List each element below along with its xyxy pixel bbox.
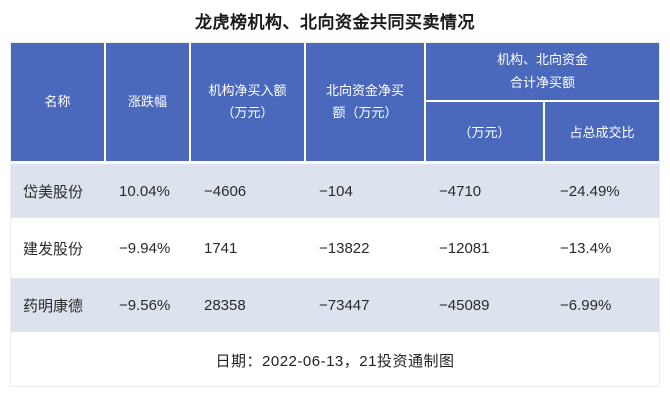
- cell-combined-amount: −45089: [439, 296, 490, 314]
- cell-combined-amount: −12081: [439, 239, 490, 257]
- cell-northbound-net-buy: −73447: [319, 296, 370, 314]
- cell-combined-ratio: −24.49%: [560, 182, 620, 200]
- cell-stock-name: 建发股份: [23, 240, 84, 258]
- col-header-name: 名称: [11, 43, 106, 161]
- table-row: 药明康德 −9.56% 28358 −73447 −45089 −6.99%: [11, 275, 659, 332]
- cell-northbound-net-buy: −13822: [319, 239, 370, 257]
- cell-combined-ratio: −6.99%: [560, 296, 612, 314]
- cell-change: −9.94%: [119, 239, 171, 257]
- table-header: 名称 涨跌幅 机构净买入额 （万元） 北向资金净买 额（万元） 机构、北向资金 …: [11, 43, 659, 161]
- cell-institution-net-buy: 28358: [204, 296, 246, 314]
- col-subheader-row: （万元） 占总成交比: [426, 102, 659, 161]
- col-header-combined-group: 机构、北向资金 合计净买额: [426, 43, 659, 102]
- table-row: 岱美股份 10.04% −4606 −104 −4710 −24.49%: [11, 161, 659, 218]
- cell-institution-net-buy: 1741: [204, 239, 238, 257]
- cell-stock-name: 药明康德: [23, 297, 84, 315]
- table-row: 建发股份 −9.94% 1741 −13822 −12081 −13.4%: [11, 218, 659, 275]
- col-header-combined-amount: （万元）: [426, 102, 545, 161]
- col-header-institution-net-buy: 机构净买入额 （万元）: [191, 43, 306, 161]
- cell-stock-name: 岱美股份: [23, 183, 84, 201]
- table-footer-note: 日期：2022-06-13，21投资通制图: [11, 332, 659, 386]
- page-title: 龙虎榜机构、北向资金共同买卖情况: [195, 13, 475, 32]
- col-header-change: 涨跌幅: [106, 43, 191, 161]
- cell-northbound-net-buy: −104: [319, 182, 353, 200]
- cell-change: −9.56%: [119, 296, 171, 314]
- cell-combined-amount: −4710: [439, 182, 482, 200]
- col-group-combined-net-buy: 机构、北向资金 合计净买额 （万元） 占总成交比: [426, 43, 659, 161]
- data-table: 名称 涨跌幅 机构净买入额 （万元） 北向资金净买 额（万元） 机构、北向资金 …: [10, 42, 660, 387]
- col-header-combined-ratio: 占总成交比: [569, 125, 635, 140]
- cell-institution-net-buy: −4606: [204, 182, 247, 200]
- col-header-northbound-net-buy: 北向资金净买 额（万元）: [306, 43, 426, 161]
- cell-combined-ratio: −13.4%: [560, 239, 612, 257]
- cell-change: 10.04%: [119, 182, 170, 200]
